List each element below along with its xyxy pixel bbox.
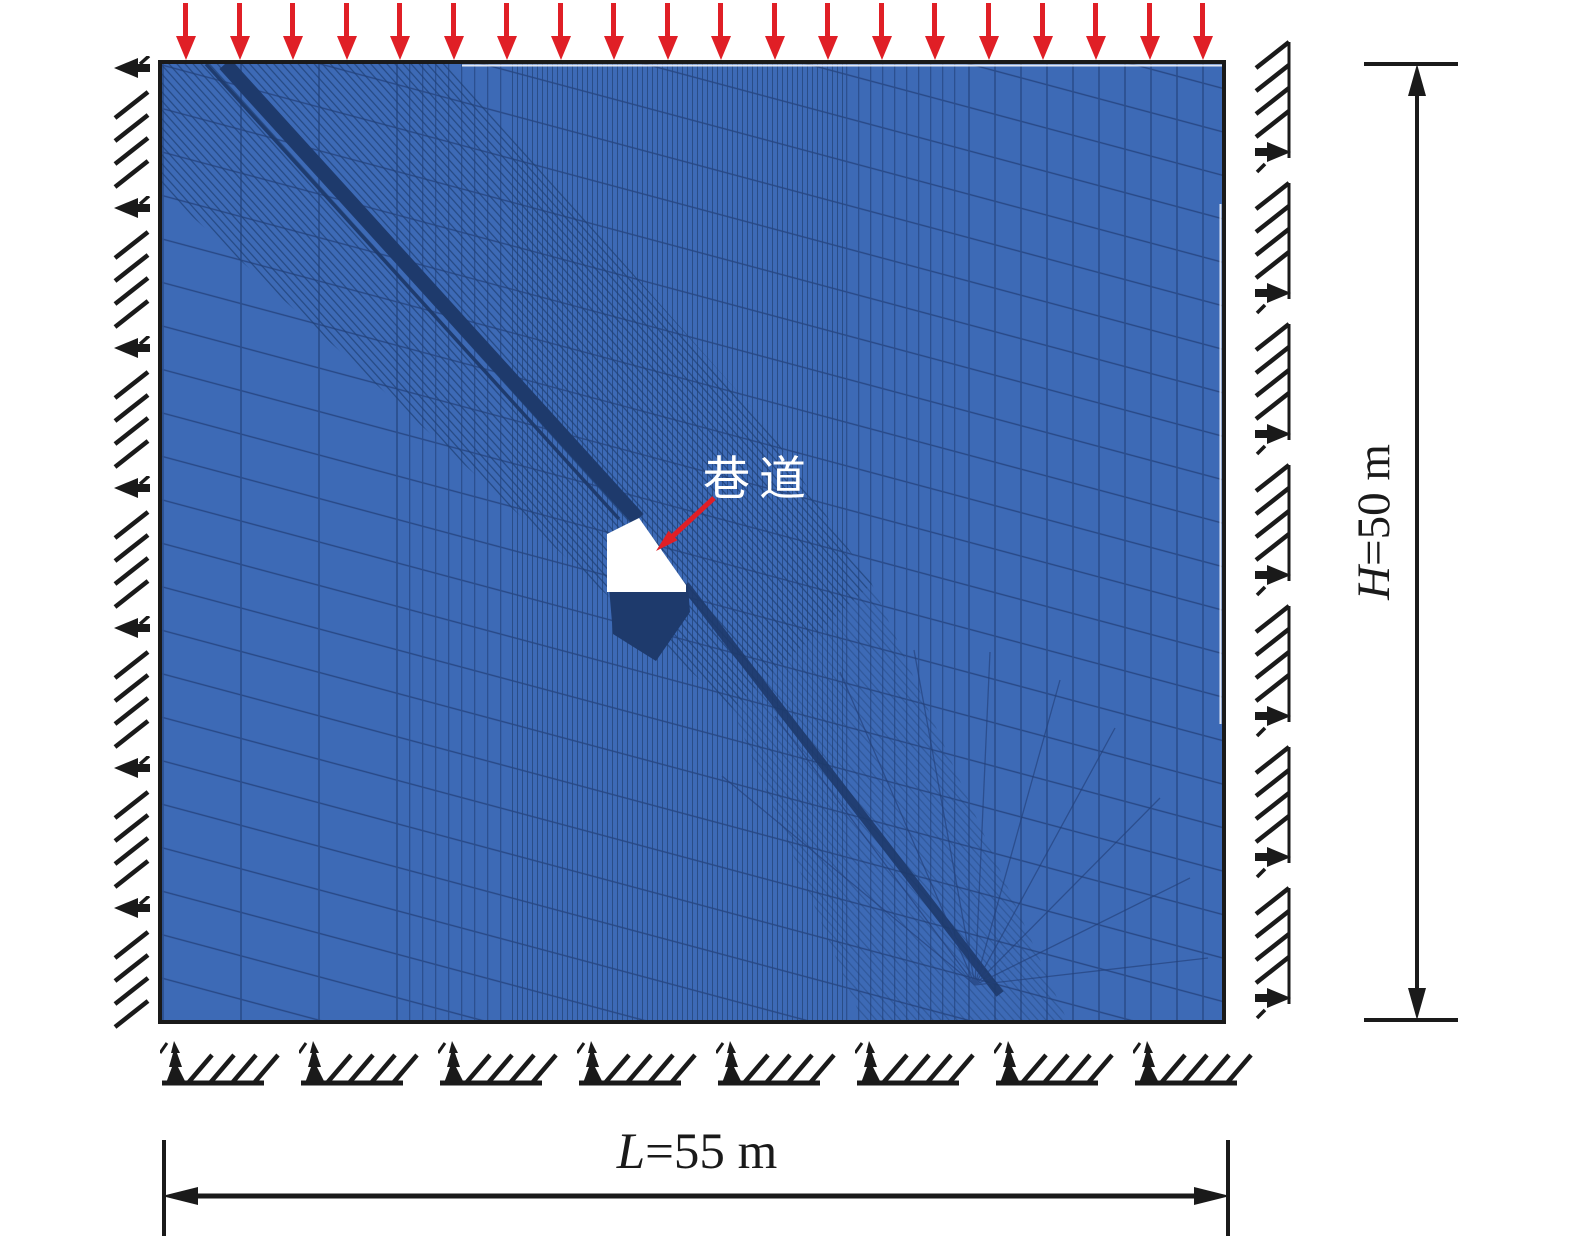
load-arrow-icon <box>497 3 518 60</box>
load-arrow-icon <box>550 3 571 60</box>
height-dimension-label: H=50 m <box>1347 444 1401 600</box>
load-arrow-icon <box>390 3 411 60</box>
right-support-icon <box>1253 322 1293 458</box>
load-arrow-icon <box>657 3 678 60</box>
height-value: =50 m <box>1348 444 1400 566</box>
bottom-support-icon <box>299 1041 419 1087</box>
load-arrow-icon <box>871 3 892 60</box>
seam-band <box>219 64 644 525</box>
bottom-support-icon <box>577 1041 697 1087</box>
right-support-icon <box>1253 463 1293 599</box>
load-arrow-icon <box>818 3 839 60</box>
load-arrow-icon <box>176 3 196 60</box>
bottom-support-icon <box>438 1041 558 1087</box>
load-arrow-icon <box>336 3 357 60</box>
height-dim-arrow-up <box>1408 64 1426 96</box>
mesh-graphic <box>162 64 1222 1020</box>
left-support-icon <box>112 896 152 1030</box>
bottom-support-icon <box>160 1041 280 1087</box>
bottom-support-icon <box>994 1041 1114 1087</box>
tunnel-label: 巷道 <box>703 454 815 506</box>
height-symbol: H <box>1348 565 1400 600</box>
load-arrow-icon <box>1032 3 1053 60</box>
seam-thin-line <box>204 64 621 521</box>
width-dimension-label: L=55 m <box>617 1123 778 1181</box>
load-arrow-icon <box>229 3 250 60</box>
bottom-support-icon <box>855 1041 975 1087</box>
height-dim-arrow-down <box>1408 988 1426 1020</box>
radial-mesh-fan <box>721 649 1209 986</box>
right-support-icon <box>1253 604 1293 740</box>
bottom-support-icon <box>1133 1041 1253 1087</box>
seam-refinement-zone-lower <box>732 584 1067 1020</box>
width-value: =55 m <box>645 1124 778 1180</box>
load-arrow-icon <box>925 3 946 60</box>
load-arrow-icon <box>1193 3 1214 60</box>
right-support-icon <box>1253 40 1293 176</box>
load-arrow-icon <box>764 3 785 60</box>
bottom-support-icon <box>716 1041 836 1087</box>
load-arrow-icon <box>711 3 732 60</box>
right-support-icon <box>1253 886 1293 1022</box>
mesh-domain <box>158 60 1226 1024</box>
width-dim-arrow-right <box>1194 1187 1230 1205</box>
left-support-icon <box>112 196 152 330</box>
load-arrow-icon <box>283 3 304 60</box>
tunnel-opening <box>607 518 686 592</box>
left-support-icon <box>112 336 152 470</box>
load-arrow-icon <box>1139 3 1160 60</box>
right-support-icon <box>1253 745 1293 881</box>
width-symbol: L <box>616 1124 646 1180</box>
vertical-grid-right <box>962 64 1222 1020</box>
seam-band-lower <box>681 582 1004 997</box>
width-dim-arrow-left <box>162 1187 198 1205</box>
right-support-icon <box>1253 181 1293 317</box>
load-arrow-icon <box>443 3 464 60</box>
load-arrow-icon <box>1086 3 1106 60</box>
load-arrow-icon <box>979 3 999 60</box>
left-support-icon <box>112 56 152 190</box>
left-support-icon <box>112 476 152 610</box>
load-arrow-icon <box>604 3 625 60</box>
tunnel-floor-shadow <box>609 587 690 661</box>
left-support-icon <box>112 756 152 890</box>
left-support-icon <box>112 616 152 750</box>
